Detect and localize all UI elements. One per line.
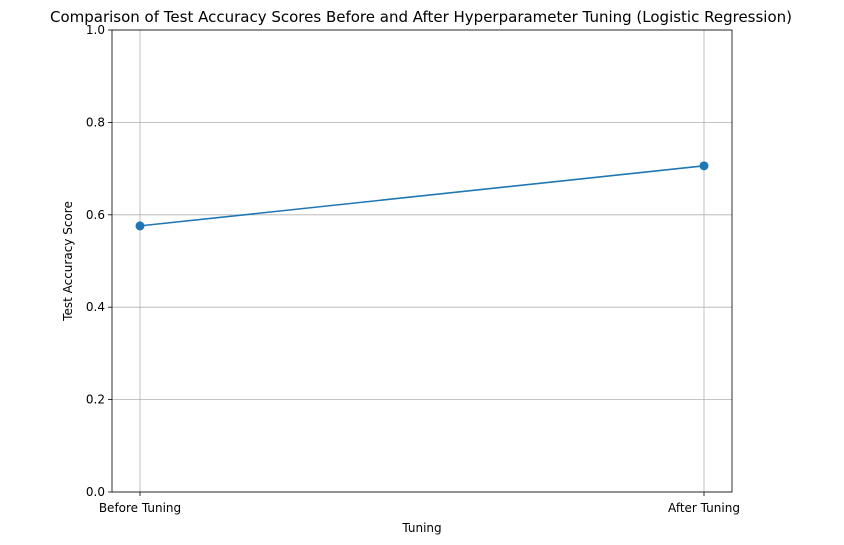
grid-lines: [112, 29, 732, 493]
series-layer: [135, 161, 709, 231]
series-line: [139, 165, 705, 227]
y-tick-label: 0.6: [86, 208, 105, 222]
y-tick-label: 0.4: [86, 300, 105, 314]
y-tick-label: 0.2: [86, 393, 105, 407]
x-tick-label: Before Tuning: [99, 501, 181, 515]
plot-area-frame: [111, 29, 733, 493]
x-axis-label: Tuning: [401, 521, 441, 535]
y-tick-label: 0.8: [86, 115, 105, 129]
data-point-marker: [699, 161, 709, 171]
chart-title: Comparison of Test Accuracy Scores Befor…: [50, 8, 792, 26]
y-tick-label: 1.0: [86, 23, 105, 37]
y-axis-label: Test Accuracy Score: [61, 201, 75, 322]
x-tick-label: After Tuning: [668, 501, 740, 515]
data-point-marker: [135, 221, 145, 231]
x-axis: Before Tuning After Tuning: [99, 492, 740, 515]
y-tick-label: 0.0: [86, 485, 105, 499]
y-axis: 0.0 0.2 0.4 0.6 0.8 1.0: [86, 23, 112, 499]
